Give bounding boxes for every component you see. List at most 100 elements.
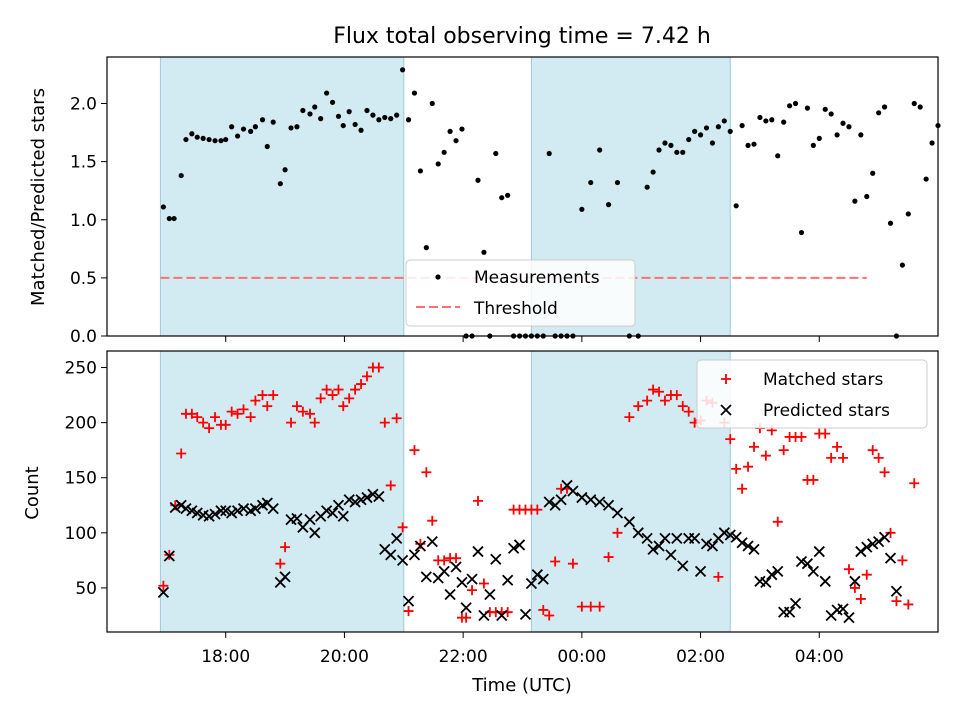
predicted-star-point (623, 516, 635, 528)
legend-bottom: Matched stars Predicted stars (696, 359, 928, 429)
measurement-point (929, 140, 935, 146)
top-y-tick-label: 0.0 (70, 327, 97, 347)
measurement-point (259, 117, 266, 123)
matched-star-point (238, 404, 249, 415)
legend-matched-label: Matched stars (763, 370, 883, 390)
measurement-point (816, 135, 822, 141)
measurement-point (288, 125, 294, 131)
top-y-tick-label: 1.0 (70, 211, 97, 231)
matched-star-point (333, 384, 344, 395)
panel-counts: 50 100 150 200 250 18:00 20:00 22:00 00:00 02:00 0… (65, 350, 939, 667)
matched-star-point (538, 604, 549, 615)
predicted-star-point (807, 565, 819, 578)
predicted-star-point (267, 502, 279, 515)
predicted-star-point (203, 510, 215, 522)
matched-star-point (778, 445, 789, 456)
matched-star-point (192, 412, 203, 423)
top-shaded-interval (159, 56, 405, 337)
measurement-point (597, 147, 603, 153)
matched-star-point (820, 428, 831, 439)
predicted-star-point (884, 552, 897, 564)
measurement-point (475, 177, 481, 183)
measurement-point (828, 111, 834, 117)
predicted-star-point (537, 573, 549, 585)
predicted-star-point (760, 576, 772, 589)
predicted-star-point (343, 494, 355, 506)
measurement-point (858, 132, 864, 138)
predicted-star-point (718, 527, 730, 539)
bottom-x-tick-label: 04:00 (795, 647, 844, 667)
measurement-point (352, 121, 358, 128)
matched-star-point (731, 463, 742, 474)
predicted-star-point (724, 529, 736, 541)
top-y-tick-label: 2.0 (70, 95, 97, 115)
matched-star-point (397, 522, 408, 533)
legend-top-box (405, 259, 636, 327)
matched-star-point (897, 555, 908, 566)
measurement-point (189, 131, 195, 137)
predicted-star-point (326, 507, 339, 519)
bottom-x-tick-label: 22:00 (439, 647, 488, 667)
matched-star-point (838, 452, 849, 463)
predicted-star-point (647, 543, 659, 555)
matched-star-point (275, 558, 286, 569)
predicted-star-point (742, 540, 754, 552)
measurement-point (781, 119, 787, 125)
matched-star-point (879, 467, 890, 478)
measurement-point (229, 124, 235, 130)
measurement-point (264, 143, 270, 150)
measurement-point (270, 119, 276, 125)
predicted-star-point (671, 532, 683, 544)
measurement-point (252, 124, 258, 130)
x-axis-label: Time (UTC) (471, 675, 572, 696)
legend-measurements-label: Measurements (474, 268, 600, 288)
measurement-point (674, 149, 680, 155)
measurement-point (429, 100, 435, 107)
predicted-star-point (490, 553, 502, 565)
predicted-star-point (837, 603, 849, 615)
predicted-star-point (414, 540, 427, 552)
matched-star-point (297, 406, 308, 417)
top-y-tick-label: 1.5 (70, 153, 97, 173)
matched-star-point (403, 606, 414, 617)
predicted-star-point (878, 531, 891, 543)
matched-star-point (796, 431, 807, 442)
matched-star-point (532, 504, 543, 515)
predicted-star-point (867, 538, 879, 550)
predicted-star-point (157, 586, 170, 598)
matched-star-point (176, 448, 187, 459)
matched-star-point (373, 362, 384, 373)
measurement-point (493, 150, 499, 157)
measurement-point (757, 114, 763, 121)
matched-star-point (250, 395, 261, 406)
measurement-point (810, 142, 816, 148)
predicted-star-point (694, 565, 707, 578)
measurement-point (382, 114, 388, 121)
matched-star-point (472, 495, 483, 506)
measurement-point (870, 170, 876, 176)
bottom-y-tick-label: 250 (65, 359, 97, 379)
matched-star-point (659, 395, 670, 406)
predicted-star-point (748, 543, 760, 555)
measurement-point (650, 169, 656, 175)
predicted-star-point (180, 502, 192, 515)
matched-star-point (772, 516, 783, 527)
predicted-star-point (665, 549, 677, 561)
matched-star-point (849, 582, 860, 593)
measurement-point (340, 122, 346, 129)
matched-star-point (550, 556, 561, 567)
measurement-point (876, 110, 882, 116)
matched-star-point (186, 408, 197, 419)
predicted-star-point (873, 536, 885, 548)
measurement-point (318, 116, 324, 122)
predicted-star-point (567, 485, 579, 497)
matched-star-point (624, 412, 635, 423)
predicted-star-point (736, 537, 748, 549)
measurement-point (194, 134, 200, 140)
measurement-point (822, 106, 828, 112)
matched-star-point (567, 558, 578, 569)
measurement-point (668, 142, 674, 148)
measurement-point (775, 153, 781, 159)
predicted-star-point (391, 532, 403, 544)
measurement-point (798, 229, 805, 236)
